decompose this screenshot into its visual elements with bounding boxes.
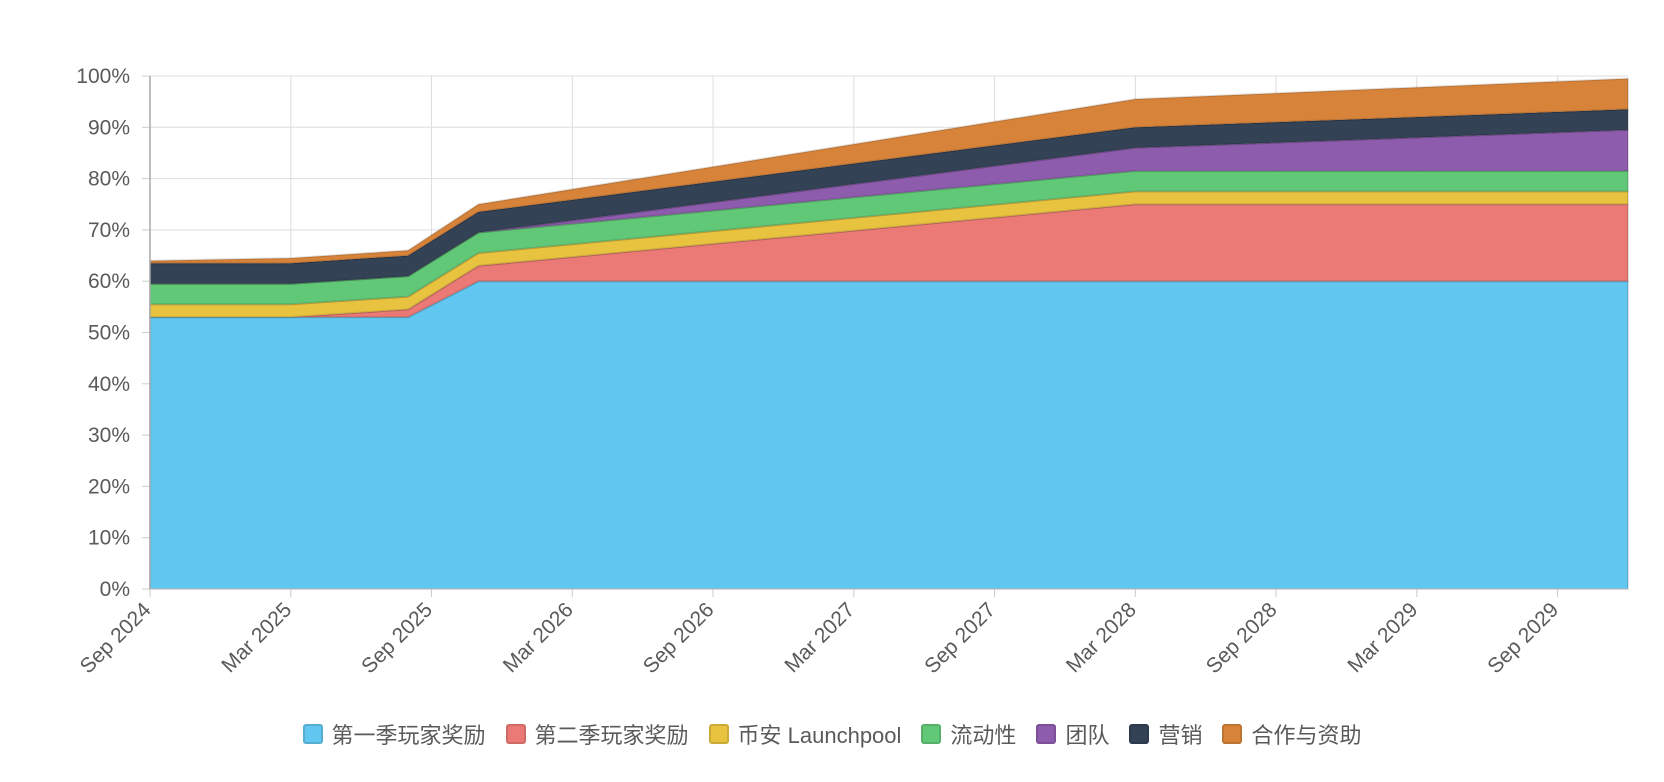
legend-label: 流动性: [950, 723, 1017, 748]
legend-swatch: [302, 724, 323, 744]
y-tick-label: 10%: [88, 527, 130, 550]
x-tick-label: Mar 2029: [1343, 598, 1422, 677]
x-tick-label: Sep 2027: [920, 598, 1000, 678]
legend-item-1[interactable]: 第一季玩家奖励: [302, 718, 486, 750]
legend-swatch: [505, 724, 526, 744]
y-tick-label: 30%: [88, 424, 130, 447]
stacked-area-chart: 0% 10% 20% 30% 40% 50% 60% 70% 80% 90% 100% Sep 20…: [76, 65, 1629, 678]
legend-item-6[interactable]: 营销: [1129, 718, 1202, 750]
legend-item-2[interactable]: 第二季玩家奖励: [505, 718, 689, 750]
x-tick-label: Sep 2029: [1483, 598, 1563, 678]
legend-swatch: [921, 724, 942, 744]
y-tick-label: 50%: [88, 322, 130, 345]
area-series-7[interactable]: [149, 77, 1629, 265]
legend-item-7[interactable]: 合作与资助: [1222, 718, 1361, 750]
legend-swatch: [1222, 724, 1243, 744]
legend-swatch: [1129, 724, 1150, 744]
y-axis-ticks: 0% 10% 20% 30% 40% 50% 60% 70% 80% 90% 100%: [76, 65, 130, 601]
y-tick-label: 90%: [88, 116, 130, 139]
area-series-1[interactable]: [149, 280, 1629, 590]
x-tick-label: Sep 2024: [76, 598, 156, 678]
legend-label: 团队: [1065, 723, 1110, 748]
legend-swatch: [1036, 724, 1057, 744]
legend-label: 币安 Launchpool: [737, 723, 902, 748]
x-tick-label: Mar 2025: [217, 598, 296, 677]
x-tick-label: Mar 2026: [499, 598, 578, 677]
y-tick-label: 0%: [100, 578, 130, 601]
x-tick-label: Mar 2027: [780, 598, 859, 677]
chart-areas: [149, 77, 1629, 590]
legend-item-5[interactable]: 团队: [1036, 718, 1109, 750]
y-tick-label: 20%: [88, 475, 130, 498]
x-tick-label: Sep 2028: [1202, 598, 1282, 678]
y-tick-label: 70%: [88, 219, 130, 242]
legend-item-3[interactable]: 币安 Launchpool: [708, 718, 902, 750]
x-axis-ticks: Sep 2024 Mar 2025 Sep 2025 Mar 2026 Sep 2026…: [76, 598, 1563, 678]
x-tick-label: Sep 2025: [357, 598, 437, 678]
y-tick-label: 60%: [88, 270, 130, 293]
legend-item-4[interactable]: 流动性: [921, 718, 1016, 750]
chart-axes: [149, 76, 1628, 590]
x-tick-label: Sep 2026: [639, 598, 719, 678]
legend-label: 合作与资助: [1251, 723, 1362, 748]
legend-label: 营销: [1158, 723, 1203, 748]
y-tick-label: 80%: [88, 168, 130, 191]
legend-label: 第一季玩家奖励: [331, 723, 486, 748]
x-tick-label: Mar 2028: [1062, 598, 1141, 677]
y-tick-label: 40%: [88, 373, 130, 396]
legend-swatch: [708, 724, 729, 744]
y-tick-label: 100%: [76, 65, 130, 88]
legend-label: 第二季玩家奖励: [534, 723, 689, 748]
chart-legend: 第一季玩家奖励 第二季玩家奖励 币安 Launchpool 流动性 团队 营销 合作与资助: [0, 714, 1664, 754]
